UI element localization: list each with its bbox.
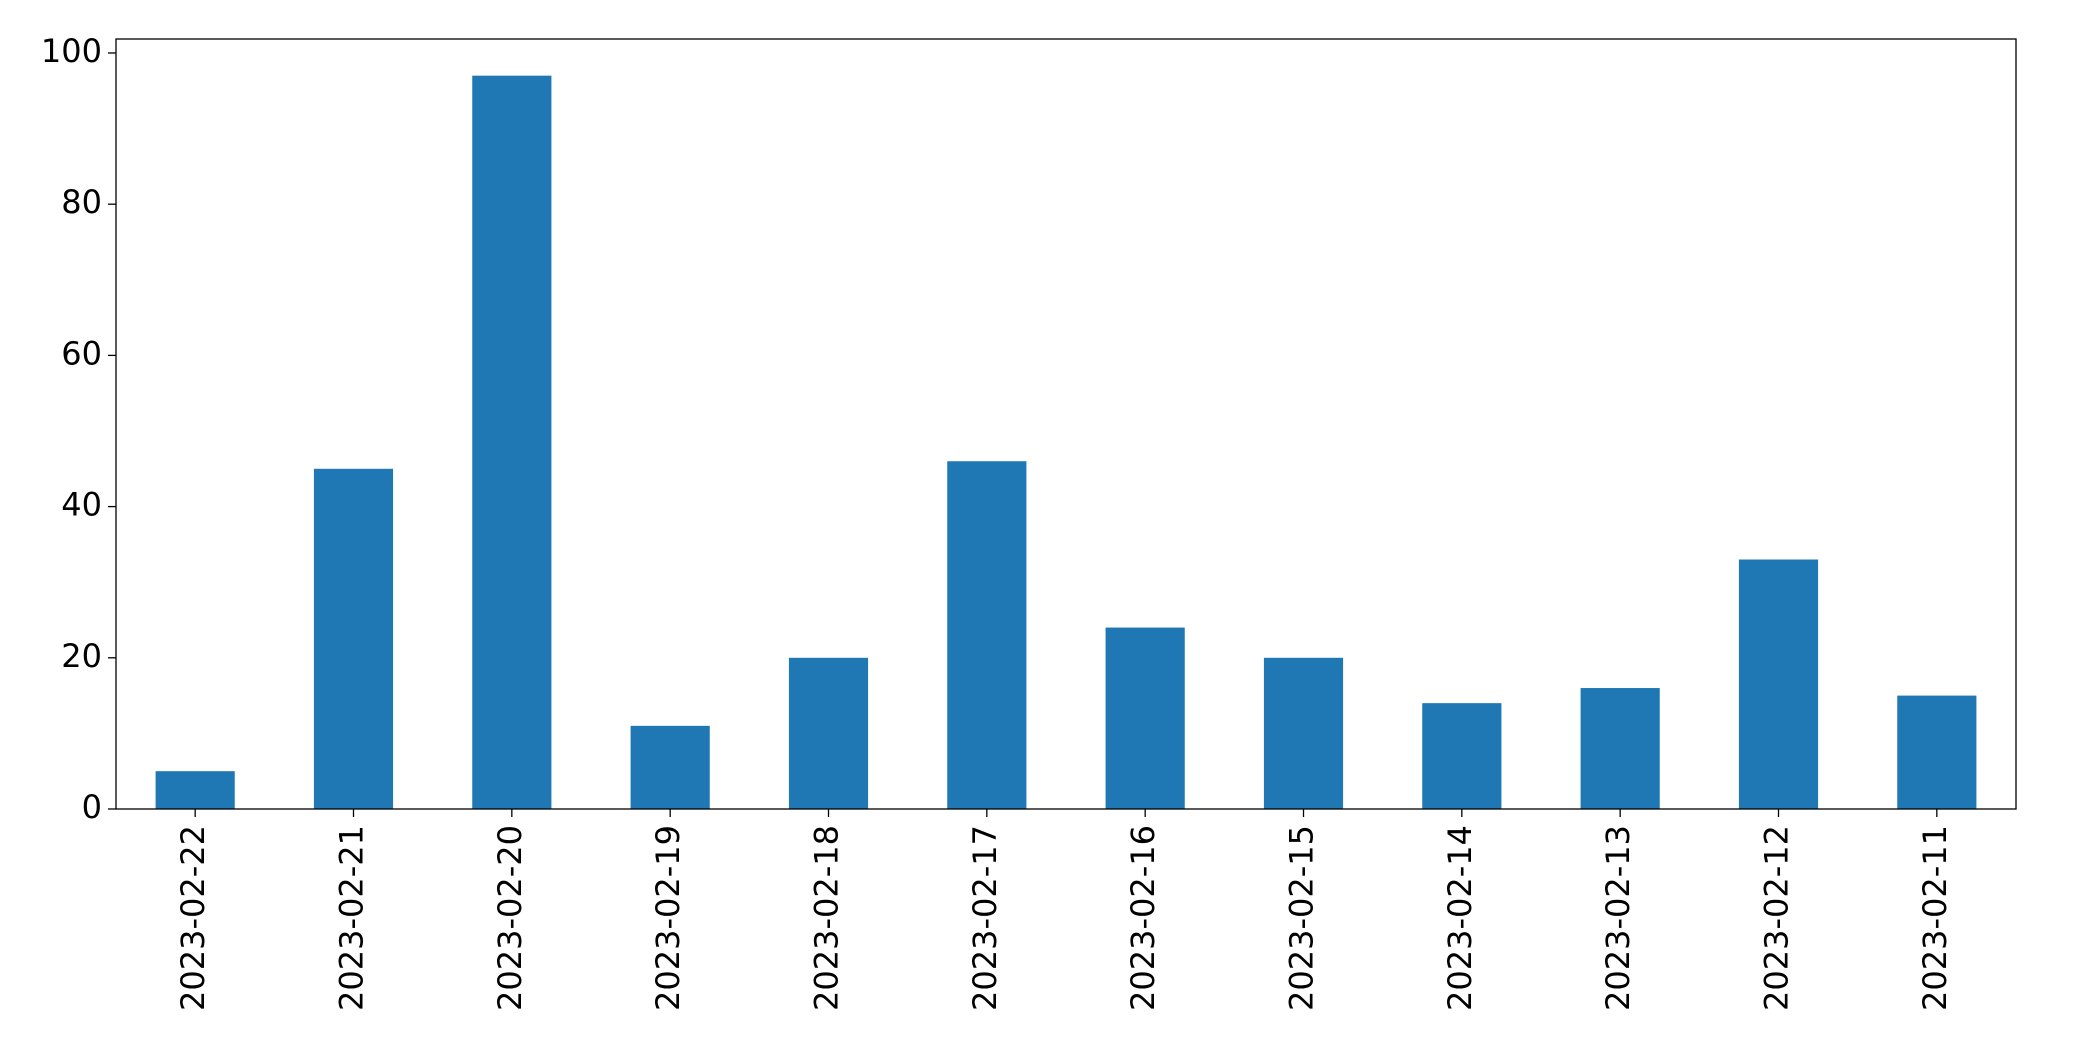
x-tick-label: 2023-02-16 (1124, 825, 1162, 1011)
bar (472, 75, 552, 809)
bar (1580, 688, 1660, 809)
x-tick-label: 2023-02-14 (1441, 825, 1479, 1011)
bar (788, 657, 869, 809)
bar (1422, 703, 1502, 809)
x-tick-label: 2023-02-18 (808, 825, 846, 1011)
bar (313, 468, 394, 809)
bar (1738, 559, 1819, 809)
bar (1263, 657, 1344, 809)
y-tick-label: 20 (61, 637, 102, 675)
x-tick-label: 2023-02-15 (1283, 825, 1321, 1011)
x-tick-label: 2023-02-20 (491, 825, 529, 1011)
y-tick-label: 40 (61, 486, 102, 524)
x-tick-label: 2023-02-11 (1916, 825, 1954, 1011)
bar (1105, 627, 1185, 809)
y-tick-label: 0 (82, 788, 102, 826)
x-tick-label: 2023-02-17 (966, 825, 1004, 1011)
x-tick-label: 2023-02-21 (333, 825, 371, 1011)
bar (155, 771, 235, 809)
x-tick-label: 2023-02-12 (1758, 825, 1796, 1011)
y-tick-label: 100 (41, 32, 102, 70)
x-tick-label: 2023-02-19 (649, 825, 687, 1011)
y-tick-label: 60 (61, 334, 102, 372)
bar (630, 725, 710, 809)
bar (947, 461, 1027, 809)
bar (1897, 695, 1977, 809)
x-tick-label: 2023-02-22 (174, 825, 212, 1011)
plot-frame (115, 38, 2017, 810)
y-tick-label: 80 (61, 183, 102, 221)
x-tick-label: 2023-02-13 (1599, 825, 1637, 1011)
